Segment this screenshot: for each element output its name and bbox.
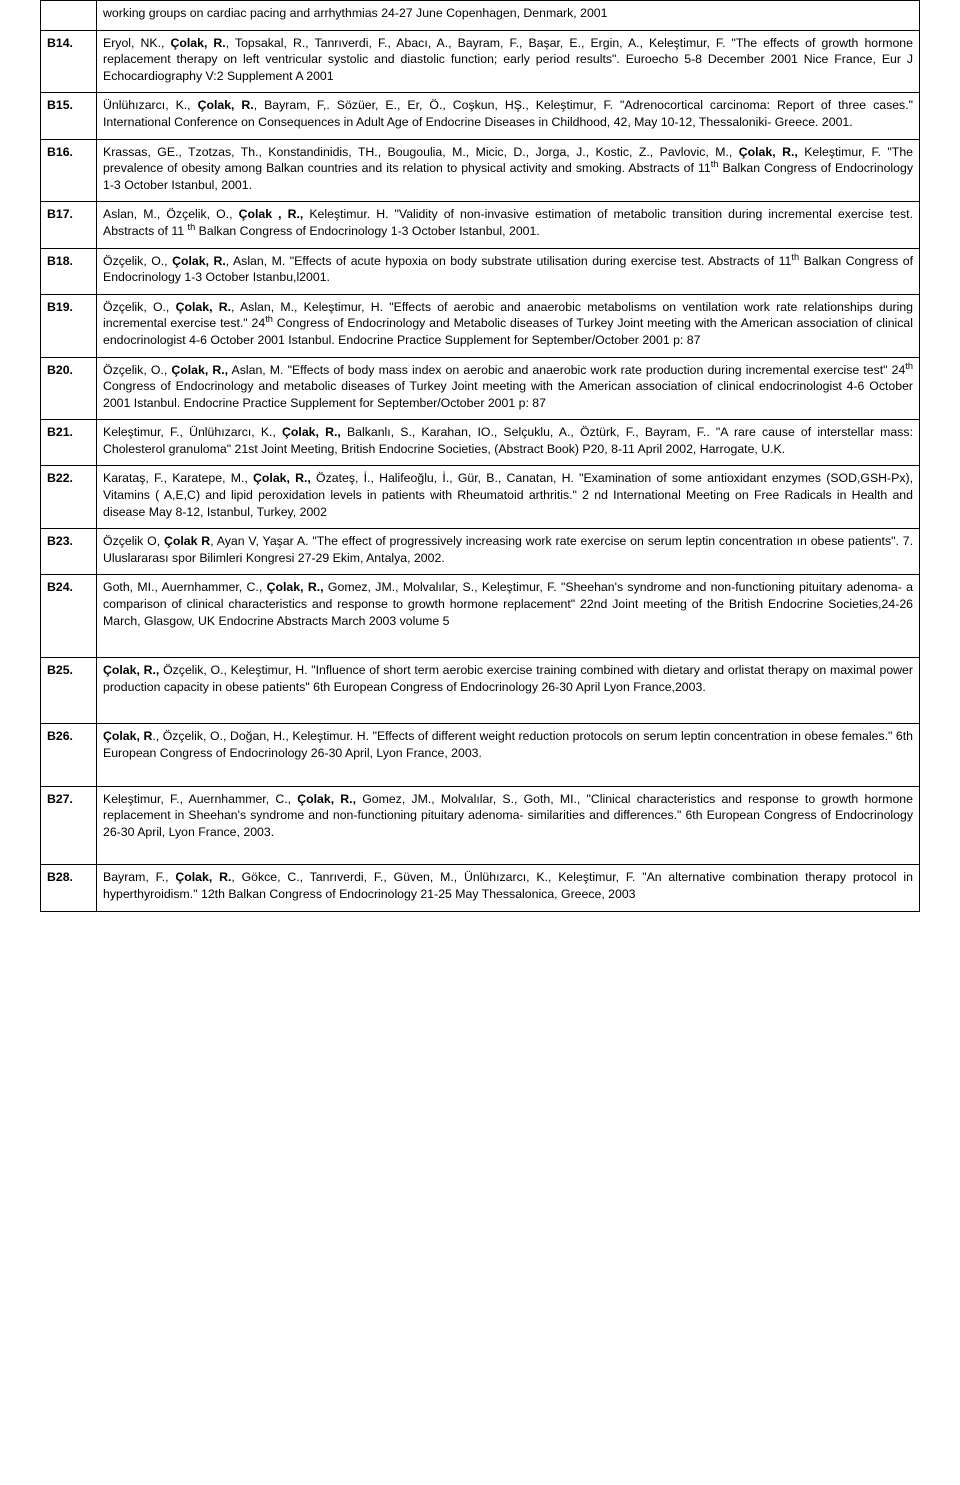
table-row: B14.Eryol, NK., Çolak, R., Topsakal, R.,…: [41, 30, 920, 93]
entry-id: B21.: [41, 420, 97, 466]
entry-text: Eryol, NK., Çolak, R., Topsakal, R., Tan…: [97, 30, 920, 93]
entry-text: Özçelik O, Çolak R, Ayan V, Yaşar A. "Th…: [97, 529, 920, 575]
table-row: B20.Özçelik, O., Çolak, R., Aslan, M. "E…: [41, 357, 920, 420]
table-row: B21.Keleştimur, F., Ünlühızarcı, K., Çol…: [41, 420, 920, 466]
entry-text: Bayram, F., Çolak, R., Gökce, C., Tanrıv…: [97, 865, 920, 911]
entry-id: B20.: [41, 357, 97, 420]
table-row: B25.Çolak, R., Özçelik, O., Keleştimur, …: [41, 658, 920, 724]
entry-text: Çolak, R., Özçelik, O., Keleştimur, H. "…: [97, 658, 920, 724]
entry-id: B19.: [41, 294, 97, 357]
table-row: B27.Keleştimur, F., Auernhammer, C., Çol…: [41, 786, 920, 865]
table-row: B22.Karataş, F., Karatepe, M., Çolak, R.…: [41, 466, 920, 529]
entry-text: Özçelik, O., Çolak, R., Aslan, M. "Effec…: [97, 357, 920, 420]
entry-text: Aslan, M., Özçelik, O., Çolak , R., Kele…: [97, 202, 920, 248]
entry-text: Goth, MI., Auernhammer, C., Çolak, R., G…: [97, 575, 920, 658]
entry-text: Özçelik, O., Çolak, R., Aslan, M., Keleş…: [97, 294, 920, 357]
entry-text: Krassas, GE., Tzotzas, Th., Konstandinid…: [97, 139, 920, 202]
bibliography-table: working groups on cardiac pacing and arr…: [40, 0, 920, 912]
entry-id: B17.: [41, 202, 97, 248]
table-row: B24.Goth, MI., Auernhammer, C., Çolak, R…: [41, 575, 920, 658]
entry-id: B16.: [41, 139, 97, 202]
table-row: B23.Özçelik O, Çolak R, Ayan V, Yaşar A.…: [41, 529, 920, 575]
table-row: B17.Aslan, M., Özçelik, O., Çolak , R., …: [41, 202, 920, 248]
entry-text: Çolak, R., Özçelik, O., Doğan, H., Keleş…: [97, 724, 920, 786]
entry-id: B22.: [41, 466, 97, 529]
entry-text: Ünlühızarcı, K., Çolak, R., Bayram, F,. …: [97, 93, 920, 139]
table-row: B26.Çolak, R., Özçelik, O., Doğan, H., K…: [41, 724, 920, 786]
entry-text: Keleştimur, F., Ünlühızarcı, K., Çolak, …: [97, 420, 920, 466]
entry-id: B25.: [41, 658, 97, 724]
table-row: B18.Özçelik, O., Çolak, R., Aslan, M. "E…: [41, 248, 920, 294]
entry-id: B23.: [41, 529, 97, 575]
entry-id: B26.: [41, 724, 97, 786]
table-row: working groups on cardiac pacing and arr…: [41, 1, 920, 31]
bibliography-tbody: working groups on cardiac pacing and arr…: [41, 1, 920, 912]
entry-id: B28.: [41, 865, 97, 911]
table-row: B19.Özçelik, O., Çolak, R., Aslan, M., K…: [41, 294, 920, 357]
table-row: B28.Bayram, F., Çolak, R., Gökce, C., Ta…: [41, 865, 920, 911]
table-row: B15.Ünlühızarcı, K., Çolak, R., Bayram, …: [41, 93, 920, 139]
entry-id: [41, 1, 97, 31]
table-row: B16.Krassas, GE., Tzotzas, Th., Konstand…: [41, 139, 920, 202]
entry-text: Özçelik, O., Çolak, R., Aslan, M. "Effec…: [97, 248, 920, 294]
entry-id: B18.: [41, 248, 97, 294]
entry-text: Karataş, F., Karatepe, M., Çolak, R., Öz…: [97, 466, 920, 529]
entry-text: Keleştimur, F., Auernhammer, C., Çolak, …: [97, 786, 920, 865]
entry-text: working groups on cardiac pacing and arr…: [97, 1, 920, 31]
entry-id: B15.: [41, 93, 97, 139]
entry-id: B27.: [41, 786, 97, 865]
entry-id: B24.: [41, 575, 97, 658]
entry-id: B14.: [41, 30, 97, 93]
